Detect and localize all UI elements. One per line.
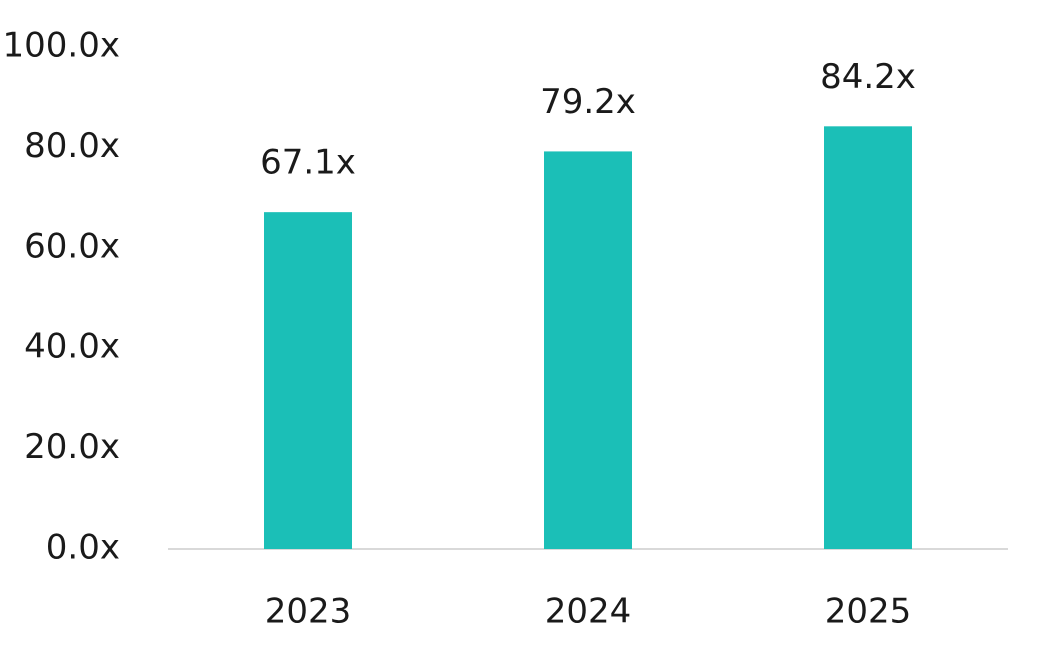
bar [264,212,352,549]
bar [824,126,912,549]
x-tick-label: 2024 [545,592,632,632]
y-tick-label: 80.0x [24,126,120,166]
y-tick-label: 60.0x [24,226,120,266]
x-tick-label: 2023 [265,592,352,632]
bar [544,151,632,549]
x-tick-label: 2025 [825,592,912,632]
y-tick-label: 20.0x [24,427,120,467]
value-label: 79.2x [540,82,636,122]
y-tick-label: 40.0x [24,327,120,367]
y-tick-label: 0.0x [46,528,120,568]
value-label: 84.2x [820,57,916,97]
y-tick-label: 100.0x [3,26,120,66]
value-label: 67.1x [260,143,356,183]
